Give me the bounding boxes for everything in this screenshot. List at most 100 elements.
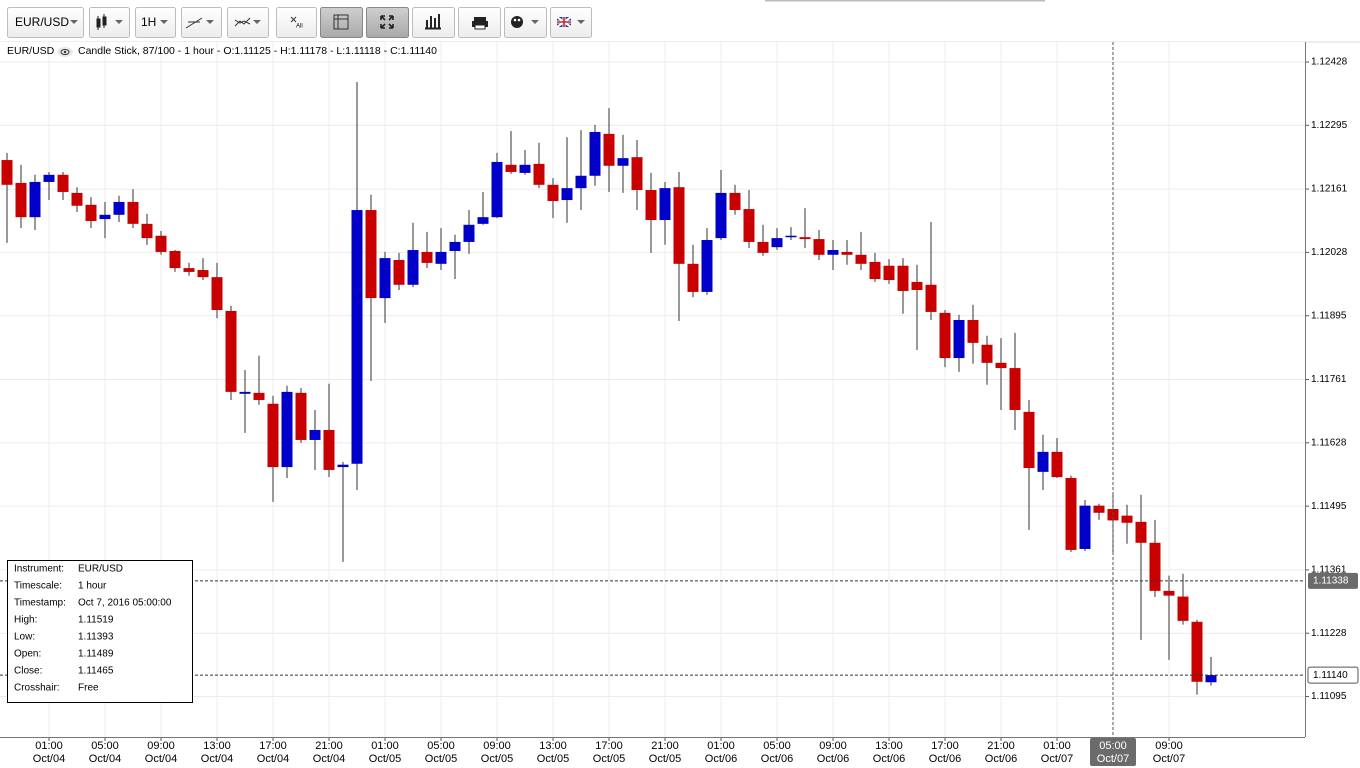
- candle-body: [1191, 621, 1203, 682]
- info-key: Timescale:: [14, 581, 62, 592]
- candle-body: [715, 192, 727, 239]
- theme-dropdown[interactable]: [504, 7, 547, 38]
- draw-tool[interactable]: [181, 7, 222, 38]
- timeframe-label[interactable]: 1H: [141, 15, 156, 29]
- icon: [513, 18, 517, 22]
- candle-body: [281, 391, 293, 468]
- candle-body: [407, 250, 419, 285]
- x-tick-label: 05:00: [91, 740, 119, 752]
- button[interactable]: [135, 7, 176, 38]
- candle-body: [631, 157, 643, 191]
- info-value: 1.11393: [78, 632, 114, 643]
- candle-body: [1163, 590, 1175, 596]
- candle-body: [253, 392, 265, 400]
- icon: [234, 17, 251, 27]
- crosshair-price-box: [1308, 572, 1358, 589]
- crosshair-time-label: Oct/07: [1097, 753, 1129, 765]
- candle-body: [813, 239, 825, 255]
- candle-body: [393, 260, 405, 285]
- candle-body: [1177, 596, 1189, 621]
- candle-body: [155, 235, 167, 252]
- print[interactable]: [458, 7, 501, 38]
- candle-body: [827, 250, 839, 255]
- candle-body: [491, 161, 503, 218]
- icon: [472, 21, 488, 27]
- candle-body: [71, 192, 83, 206]
- info-key: Crosshair:: [14, 683, 60, 694]
- crosshair-toggle[interactable]: [320, 7, 363, 38]
- button[interactable]: [276, 7, 317, 38]
- button[interactable]: [7, 7, 84, 38]
- candle-body: [757, 241, 769, 253]
- button[interactable]: [504, 7, 547, 38]
- candle-body: [1037, 451, 1049, 472]
- candle-body: [939, 312, 951, 359]
- chart-title: EUR/USD: [7, 45, 55, 57]
- candle-body: [225, 310, 237, 392]
- y-tick-label: 1.11628: [1311, 437, 1347, 448]
- x-tick-label: 17:00: [259, 740, 287, 752]
- candle-body: [981, 344, 993, 363]
- x-tick-label: Oct/06: [817, 753, 849, 765]
- button[interactable]: [366, 7, 409, 38]
- chart-type-dropdown[interactable]: [89, 7, 130, 38]
- x-tick-label: 21:00: [315, 740, 343, 752]
- crosshair-price-label: 1.11338: [1313, 576, 1349, 587]
- symbol-label[interactable]: EUR/USD: [15, 15, 69, 29]
- candle-body: [211, 277, 223, 311]
- caret: [253, 20, 261, 24]
- icon: [333, 14, 349, 30]
- x-tick-label: Oct/04: [145, 753, 177, 765]
- language-dropdown[interactable]: [550, 7, 592, 38]
- x-tick-label: 09:00: [1155, 740, 1183, 752]
- x-tick-label: Oct/06: [761, 753, 793, 765]
- x-tick-label: Oct/04: [313, 753, 345, 765]
- icon: [290, 16, 297, 23]
- x-tick-label: Oct/04: [33, 753, 65, 765]
- candle-body: [1149, 542, 1161, 591]
- candle-body: [43, 174, 55, 182]
- last-price-label: 1.11140: [1313, 670, 1348, 681]
- icon: [425, 14, 441, 30]
- symbol-dropdown[interactable]: EUR/USD: [7, 7, 84, 38]
- candle-body: [883, 265, 895, 281]
- button[interactable]: [320, 7, 363, 38]
- fullscreen-toggle[interactable]: [366, 7, 409, 38]
- candle-body: [1009, 368, 1021, 410]
- timeframe-dropdown[interactable]: 1H: [135, 7, 176, 38]
- button[interactable]: [412, 7, 455, 38]
- x-tick-label: Oct/05: [593, 753, 625, 765]
- indicator-tool[interactable]: [227, 7, 269, 38]
- candle-body: [1065, 478, 1077, 550]
- candle-body: [659, 188, 671, 221]
- y-tick-label: 1.12161: [1311, 184, 1348, 195]
- candle-body: [771, 238, 783, 248]
- candle-body: [925, 284, 937, 312]
- x-tick-label: 09:00: [483, 740, 511, 752]
- all-label[interactable]: All: [296, 24, 303, 30]
- x-tick-label: Oct/07: [1153, 753, 1185, 765]
- candle-body: [911, 281, 923, 291]
- candle-body: [29, 181, 41, 218]
- volume-toggle[interactable]: [412, 7, 455, 38]
- candle-body: [729, 192, 741, 211]
- candle-body: [1023, 411, 1035, 469]
- icon: [96, 14, 107, 30]
- candle-body: [897, 265, 909, 291]
- x-tick-label: 05:00: [427, 740, 455, 752]
- candle-body: [99, 214, 111, 220]
- info-panel: [7, 560, 193, 703]
- candle-body: [1, 160, 13, 185]
- x-tick-label: Oct/06: [873, 753, 905, 765]
- visibility-toggle[interactable]: [57, 47, 73, 57]
- button[interactable]: [89, 7, 130, 38]
- candle-body: [309, 429, 321, 440]
- plot: 1.11095 1.11228 1.11361 1.11495 1.11628 1.117…: [0, 42, 1359, 766]
- x-tick-label: 13:00: [875, 740, 903, 752]
- x-tick-label: 17:00: [595, 740, 623, 752]
- remove-all[interactable]: All: [276, 7, 317, 38]
- icon: [334, 15, 348, 29]
- candle-body: [197, 270, 209, 278]
- candle-body: [743, 209, 755, 242]
- button[interactable]: [181, 7, 222, 38]
